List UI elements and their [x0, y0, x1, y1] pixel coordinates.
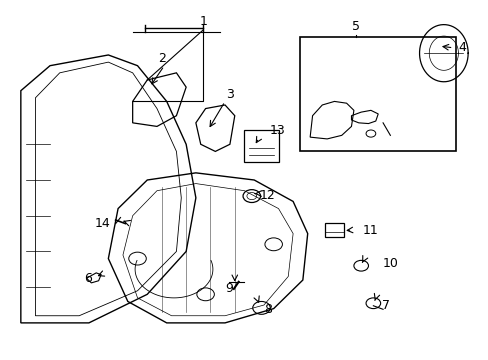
Text: 9: 9 — [224, 283, 232, 296]
Text: 7: 7 — [381, 299, 389, 312]
Text: 11: 11 — [362, 224, 378, 237]
Text: 10: 10 — [382, 257, 398, 270]
Text: 8: 8 — [264, 303, 271, 316]
Text: 5: 5 — [352, 20, 360, 33]
Text: 6: 6 — [84, 272, 92, 285]
Text: 1: 1 — [199, 14, 207, 27]
Bar — [324, 223, 344, 237]
Bar — [300, 37, 455, 152]
Bar — [244, 130, 278, 162]
Text: 3: 3 — [225, 88, 233, 101]
Text: 14: 14 — [95, 217, 110, 230]
Text: 4: 4 — [457, 41, 466, 54]
Text: 12: 12 — [260, 189, 275, 202]
Text: 2: 2 — [158, 52, 165, 65]
Text: 13: 13 — [269, 124, 285, 137]
